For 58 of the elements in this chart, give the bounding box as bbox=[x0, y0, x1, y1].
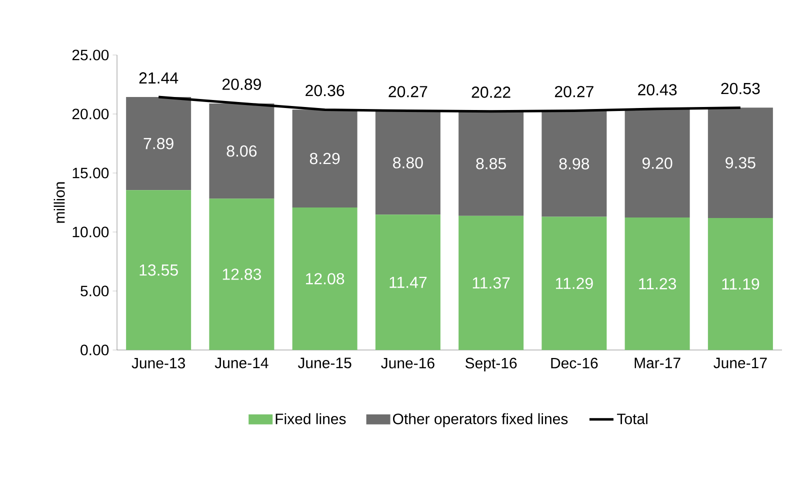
x-tick-label: June-16 bbox=[381, 358, 434, 368]
bar bbox=[292, 207, 358, 350]
data-label: 11.19 bbox=[722, 278, 760, 290]
legend-label: Fixed lines bbox=[276, 413, 346, 424]
bar bbox=[292, 110, 358, 208]
y-tick-label: 25.00 bbox=[72, 50, 109, 60]
bar bbox=[708, 108, 773, 218]
bar bbox=[542, 110, 607, 217]
data-label: 20.53 bbox=[721, 82, 760, 94]
x-tick-label: Mar-17 bbox=[634, 358, 680, 368]
x-tick-label: Dec-16 bbox=[551, 358, 598, 368]
data-label: 8.29 bbox=[310, 152, 340, 164]
data-label: 8.85 bbox=[476, 158, 506, 170]
data-label: 11.37 bbox=[472, 277, 510, 289]
data-label: 12.08 bbox=[306, 273, 344, 284]
data-label: 20.27 bbox=[388, 86, 428, 98]
data-label: 9.35 bbox=[726, 157, 756, 168]
bar bbox=[542, 216, 607, 350]
data-label: 11.23 bbox=[639, 278, 676, 290]
data-label: 11.47 bbox=[390, 276, 427, 288]
x-tick-label: June-15 bbox=[298, 358, 352, 368]
data-label: 8.80 bbox=[393, 157, 423, 168]
bar bbox=[458, 111, 524, 216]
bar bbox=[708, 218, 773, 350]
y-axis-title: million bbox=[54, 182, 65, 223]
data-label: 11.29 bbox=[556, 278, 593, 290]
y-tick-label: 15.00 bbox=[72, 168, 109, 178]
bar bbox=[375, 110, 440, 215]
bar bbox=[209, 198, 274, 350]
data-label: 20.36 bbox=[306, 84, 344, 96]
bar bbox=[624, 217, 690, 350]
data-label: 20.27 bbox=[554, 86, 594, 98]
legend-label: Total bbox=[617, 413, 648, 424]
bar bbox=[209, 104, 274, 199]
data-label: 7.89 bbox=[144, 138, 174, 150]
y-tick-label: 20.00 bbox=[72, 108, 109, 120]
bar bbox=[126, 190, 192, 350]
data-label: 12.83 bbox=[222, 268, 261, 280]
data-label: 8.98 bbox=[559, 158, 590, 170]
data-label: 21.44 bbox=[139, 72, 178, 84]
x-tick-label: Sept-16 bbox=[465, 358, 517, 372]
data-label: 20.89 bbox=[222, 78, 261, 90]
y-tick-label: 10.00 bbox=[72, 226, 109, 238]
y-tick-label: 5.00 bbox=[80, 286, 109, 296]
bar bbox=[458, 216, 524, 350]
bar bbox=[126, 97, 192, 190]
x-tick-label: June-13 bbox=[132, 358, 185, 368]
x-tick-label: June-17 bbox=[714, 358, 767, 368]
bar bbox=[375, 214, 440, 350]
data-label: 8.06 bbox=[226, 145, 257, 157]
data-label: 20.22 bbox=[472, 86, 510, 98]
x-tick-label: June-14 bbox=[214, 358, 268, 368]
legend-label: Other operators fixed lines bbox=[393, 413, 568, 428]
data-label: 20.43 bbox=[638, 84, 677, 96]
data-label: 13.55 bbox=[140, 264, 178, 276]
bar bbox=[624, 108, 690, 218]
y-tick-label: 0.00 bbox=[80, 344, 109, 356]
data-label: 9.20 bbox=[642, 158, 672, 169]
